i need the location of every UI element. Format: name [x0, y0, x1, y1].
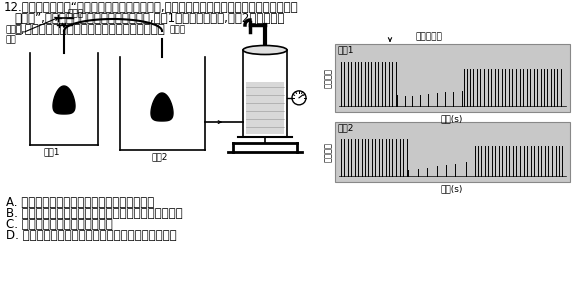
- Text: 收缩强度: 收缩强度: [324, 68, 332, 88]
- Text: 时间(s): 时间(s): [441, 184, 463, 193]
- Text: C. 电刺激的神经应该是交感神经: C. 电刺激的神经应该是交感神经: [6, 218, 113, 231]
- Text: 离,实验处理及结果如图所示。下列叙述错误的是: 离,实验处理及结果如图所示。下列叙述错误的是: [14, 23, 165, 36]
- Polygon shape: [151, 93, 173, 121]
- Text: 蛙心2: 蛙心2: [152, 152, 168, 161]
- Text: 电刺激神经: 电刺激神经: [415, 32, 442, 41]
- Ellipse shape: [292, 91, 306, 105]
- Bar: [243, 50, 287, 137]
- Bar: [335, 122, 570, 182]
- Text: 蛙心2: 蛙心2: [338, 123, 354, 132]
- Text: 蛙心1: 蛙心1: [44, 147, 61, 156]
- Text: 电信号”,分离出两个蛙心进行心脏灌流实验,蛙心1的神经未被剥离,蛙心2的神经被剥: 电信号”,分离出两个蛙心进行心脏灌流实验,蛙心1的神经未被剥离,蛙心2的神经被剥: [14, 12, 284, 25]
- Text: 任氏液: 任氏液: [67, 9, 83, 18]
- Text: 时间(s): 时间(s): [441, 114, 463, 123]
- Text: 12.科学家为了探究“当神经系统控制心脏活动时,在神经心肌细胞之间传递的是化学信号还是: 12.科学家为了探究“当神经系统控制心脏活动时,在神经心肌细胞之间传递的是化学信…: [4, 1, 299, 14]
- Polygon shape: [53, 86, 75, 114]
- Text: 蛙心1: 蛙心1: [338, 45, 354, 54]
- Text: D. 任氏液应该满足蛙心保持活性所需的各种理化性质: D. 任氏液应该满足蛙心保持活性所需的各种理化性质: [6, 229, 177, 242]
- Ellipse shape: [243, 46, 287, 54]
- Text: A. 电刺激神经使心肌收缩频率降低和强度减小: A. 电刺激神经使心肌收缩频率降低和强度减小: [6, 196, 154, 209]
- Text: 收缩强度: 收缩强度: [324, 142, 332, 162]
- Text: 任氏液: 任氏液: [170, 25, 186, 34]
- Text: B. 该实验说明在神经与心肌细胞之间传递的是化学信号: B. 该实验说明在神经与心肌细胞之间传递的是化学信号: [6, 207, 183, 220]
- Bar: [246, 82, 284, 134]
- Text: 电刺激
神经: 电刺激 神经: [5, 25, 21, 44]
- Bar: [335, 44, 570, 112]
